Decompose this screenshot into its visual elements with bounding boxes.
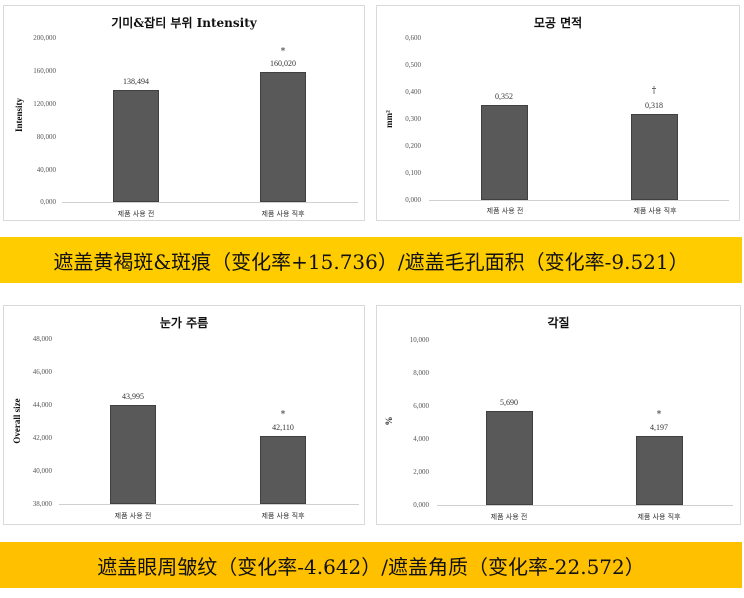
bar-after — [631, 114, 678, 200]
x-tick-label: 제품 사용 전 — [114, 512, 152, 520]
y-tick: 160,000 — [33, 67, 56, 75]
y-tick: 0,500 — [405, 61, 421, 69]
y-axis-label: Overall size — [12, 398, 22, 444]
y-tick: 2,000 — [413, 468, 429, 476]
y-tick: 200,000 — [33, 34, 56, 42]
chart-title: 모공 면적 — [533, 16, 583, 30]
y-tick: 38,000 — [32, 500, 52, 508]
bar-value-label: 160,020 — [270, 59, 296, 68]
y-tick: 0,000 — [405, 196, 421, 204]
y-tick: 46,000 — [32, 368, 52, 376]
y-tick: 0,600 — [405, 34, 421, 42]
significance-mark: * — [656, 410, 662, 420]
y-tick: 8,000 — [413, 369, 429, 377]
x-tick-label: 제품 사용 직후 — [633, 207, 677, 215]
y-tick: 0,200 — [405, 142, 421, 150]
bar-before — [486, 411, 533, 505]
bar-value-label: 0,318 — [645, 101, 663, 110]
y-tick: 40,000 — [36, 166, 56, 174]
chart-panel-keratin: 각질 % 10,000 8,000 6,000 4,000 2,000 0,00… — [376, 305, 741, 525]
y-tick: 0,000 — [413, 501, 429, 509]
bar-value-label: 138,494 — [123, 77, 149, 86]
y-tick: 0,300 — [405, 115, 421, 123]
chart-title: 각질 — [547, 316, 570, 330]
y-tick: 42,000 — [32, 434, 52, 442]
summary-banner-top: 遮盖黄褐斑&斑痕（变化率+15.736）/遮盖毛孔面积（变化率-9.521） — [0, 237, 742, 283]
y-tick: 0,100 — [405, 169, 421, 177]
bar-value-label: 43,995 — [122, 392, 144, 401]
y-tick: 0,400 — [405, 88, 421, 96]
x-tick-label: 제품 사용 전 — [490, 513, 528, 521]
summary-banner-bottom: 遮盖眼周皱纹（变化率-4.642）/遮盖角质（变化率-22.572） — [0, 542, 742, 588]
bar-value-label: 0,352 — [495, 92, 513, 101]
y-axis-label: % — [384, 416, 394, 426]
bar-before — [113, 90, 159, 202]
y-tick: 48,000 — [32, 335, 52, 343]
y-tick: 80,000 — [36, 133, 56, 141]
bar-after — [260, 72, 306, 202]
y-tick: 44,000 — [32, 401, 52, 409]
chart-title: 기미&잡티 부위 Intensity — [111, 16, 257, 30]
significance-mark: * — [280, 47, 286, 57]
bar-value-label: 5,690 — [500, 398, 518, 407]
bar-after — [636, 436, 683, 505]
x-tick-label: 제품 사용 직후 — [261, 210, 305, 218]
x-tick-label: 제품 사용 전 — [486, 207, 524, 215]
y-tick: 10,000 — [409, 336, 429, 344]
y-tick: 40,000 — [32, 467, 52, 475]
y-tick: 6,000 — [413, 402, 429, 410]
bar-value-label: 4,197 — [650, 423, 668, 432]
x-tick-label: 제품 사용 직후 — [637, 513, 681, 521]
x-tick-label: 제품 사용 직후 — [261, 512, 305, 520]
chart-panel-pore-area: 모공 면적 mm² 0,600 0,500 0,400 0,300 0,200 … — [376, 5, 740, 221]
bar-before — [481, 105, 528, 200]
y-tick: 0,000 — [40, 198, 56, 206]
chart-title: 눈가 주름 — [159, 316, 209, 330]
chart-panel-pigmentation: 기미&잡티 부위 Intensity Intensity 200,000 160… — [3, 5, 365, 221]
x-axis-line — [62, 202, 358, 203]
bar-before — [110, 405, 156, 504]
bar-after — [260, 436, 306, 504]
y-tick: 4,000 — [413, 435, 429, 443]
significance-mark: † — [651, 86, 657, 96]
y-tick: 120,000 — [33, 100, 56, 108]
bar-value-label: 42,110 — [272, 423, 294, 432]
x-axis-line — [59, 504, 359, 505]
x-axis-line — [429, 200, 729, 201]
significance-mark: * — [280, 410, 286, 420]
x-tick-label: 제품 사용 전 — [117, 210, 155, 218]
x-axis-line — [437, 505, 733, 506]
chart-panel-eye-wrinkles: 눈가 주름 Overall size 48,000 46,000 44,000 … — [3, 305, 365, 525]
